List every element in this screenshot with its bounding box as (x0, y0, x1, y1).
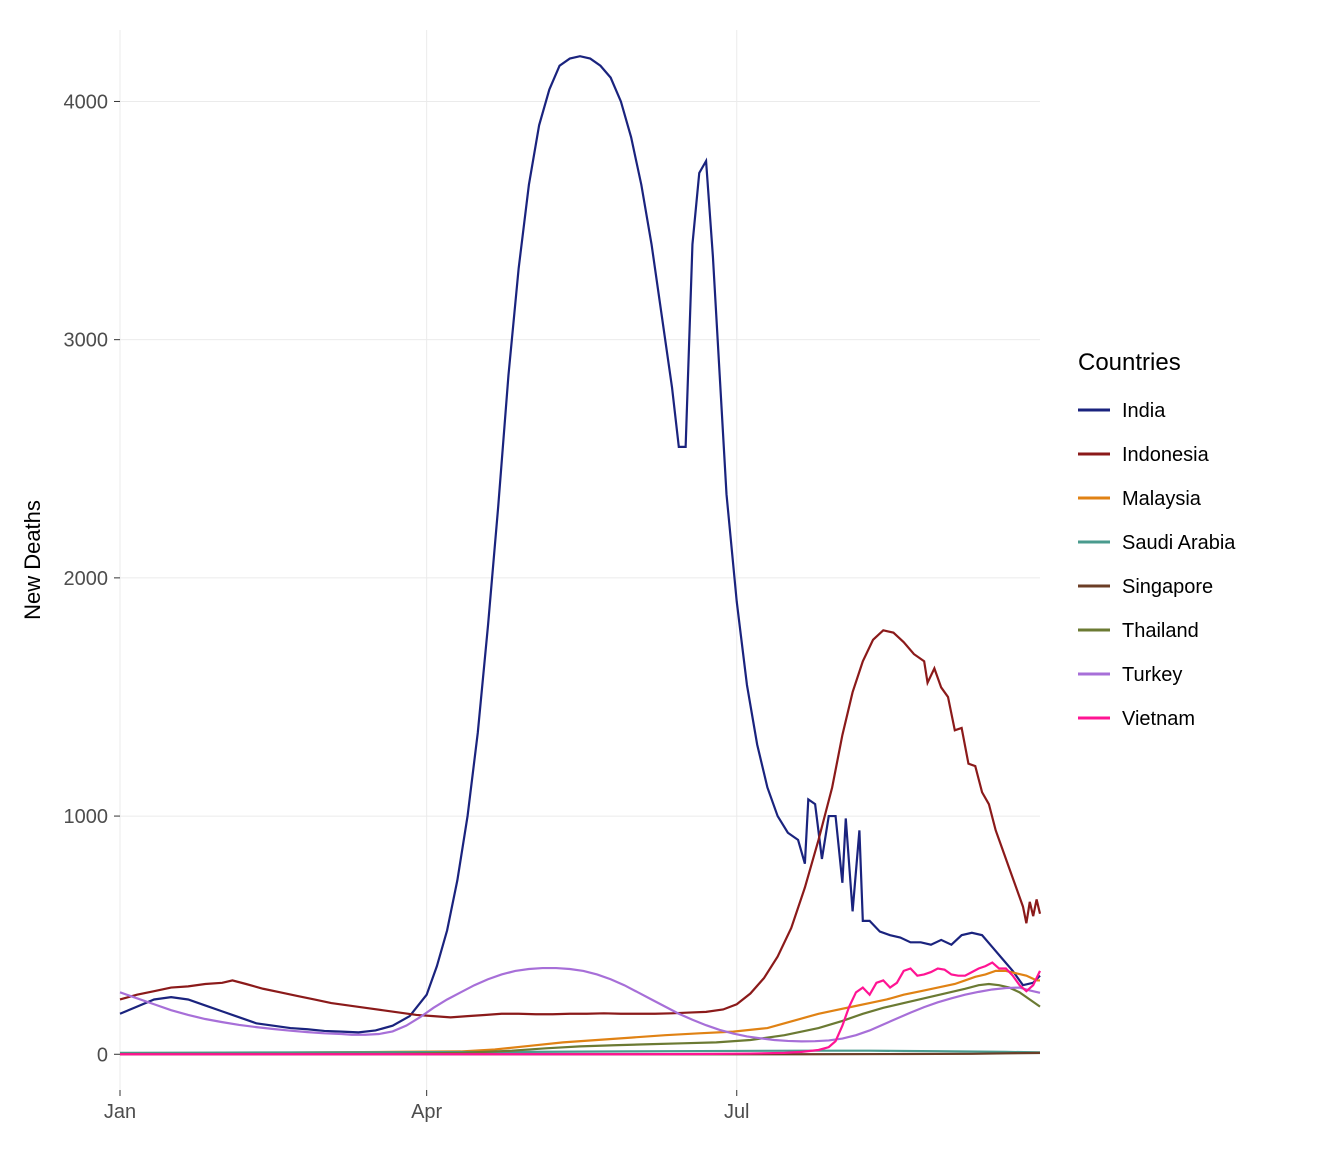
x-tick-label: Jan (104, 1101, 136, 1123)
legend-item-india: India (1078, 400, 1166, 422)
legend-label: Singapore (1122, 576, 1213, 598)
y-axis-label: New Deaths (20, 500, 45, 620)
legend-item-vietnam: Vietnam (1078, 708, 1195, 730)
y-tick-label: 1000 (64, 806, 109, 828)
legend-item-turkey: Turkey (1078, 664, 1182, 686)
legend-label: Indonesia (1122, 444, 1210, 466)
legend-label: Vietnam (1122, 708, 1195, 730)
legend-item-singapore: Singapore (1078, 576, 1213, 598)
legend-item-malaysia: Malaysia (1078, 488, 1202, 510)
legend-item-thailand: Thailand (1078, 620, 1199, 642)
chart-container: 0 1000 2000 3000 4000 Jan Apr Jul New Deaths Cou… (0, 0, 1344, 1152)
legend-label: Turkey (1122, 664, 1182, 686)
plot-panel (120, 30, 1040, 1090)
legend-label: Saudi Arabia (1122, 532, 1236, 554)
legend-label: Malaysia (1122, 488, 1202, 510)
y-tick-label: 3000 (64, 330, 109, 352)
legend-item-saudi_arabia: Saudi Arabia (1078, 532, 1236, 554)
y-tick-label: 4000 (64, 91, 109, 113)
deaths-chart: 0 1000 2000 3000 4000 Jan Apr Jul New Deaths Cou… (0, 0, 1344, 1152)
x-tick-label: Jul (724, 1101, 750, 1123)
x-tick-label: Apr (411, 1101, 442, 1123)
legend-item-indonesia: Indonesia (1078, 444, 1210, 466)
legend-title: Countries (1078, 349, 1181, 376)
legend: Countries India Indonesia Malaysia Saudi Ara… (1078, 349, 1236, 730)
y-tick-label: 0 (97, 1044, 108, 1066)
y-tick-label: 2000 (64, 568, 109, 590)
legend-label: India (1122, 400, 1166, 422)
legend-label: Thailand (1122, 620, 1199, 642)
